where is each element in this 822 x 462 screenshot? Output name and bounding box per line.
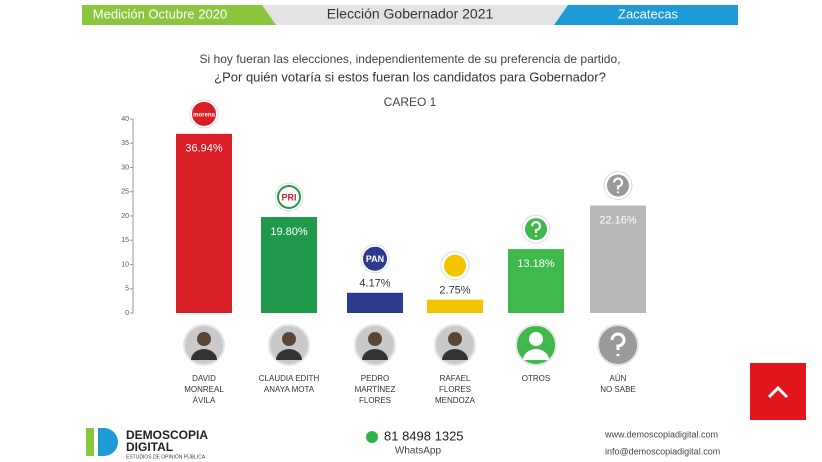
y-tick-label: 10: [121, 261, 129, 268]
y-tick-label: 20: [121, 213, 129, 220]
x-tick-label: CLAUDIA EDITH ANAYA MOTA: [259, 374, 320, 394]
phone: 81 8498 1325: [384, 428, 464, 443]
party-logo-text: PRI: [281, 192, 296, 202]
whatsapp: WhatsApp: [395, 446, 442, 457]
tagline: ESTUDIOS DE OPINIÓN PÚBLICA: [126, 453, 206, 460]
email: info@demoscopiadigital.com: [605, 446, 720, 456]
party-logo-text: PAN: [366, 254, 384, 264]
x-tick-label: DAVID MONREAL ÁVILA: [184, 374, 224, 405]
party-logo-inner: [363, 246, 387, 271]
value-label: 36.94%: [185, 143, 223, 155]
bar: [508, 249, 564, 313]
person-body: [362, 349, 388, 360]
question-icon: [612, 177, 624, 194]
chart-title: CAREO 1: [384, 95, 437, 109]
y-tick-label: 35: [121, 140, 129, 147]
y-tick-label: 40: [121, 116, 129, 123]
party-logo-inner: [277, 184, 301, 209]
brand: DEMOSCOPIA: [126, 428, 208, 442]
bar: [427, 299, 483, 313]
person-head: [529, 332, 543, 346]
party-logo-text: morena: [193, 112, 215, 118]
bar: [261, 216, 317, 313]
value-label: 19.80%: [270, 226, 308, 238]
person-head: [368, 332, 382, 346]
y-tick-label: 15: [121, 237, 129, 244]
y-tick-label: 30: [121, 164, 129, 171]
header-left-bg: [82, 5, 276, 25]
person-head: [448, 332, 462, 346]
person-body: [523, 349, 549, 360]
web: www.demoscopiadigital.com: [604, 429, 718, 439]
header-right: Zacatecas: [618, 6, 678, 21]
person-head: [197, 332, 211, 346]
bar: [176, 133, 232, 313]
subtitle: ¿Por quién votaría si estos fueran los c…: [214, 69, 606, 84]
party-logo-inner: [192, 101, 216, 126]
header-center: Elección Gobernador 2021: [327, 6, 494, 22]
bar: [347, 292, 403, 313]
bar: [590, 205, 646, 313]
y-tick-label: 25: [121, 189, 129, 196]
person-body: [442, 349, 468, 360]
scroll-top-button[interactable]: [750, 363, 806, 420]
party-logo-inner: [444, 254, 466, 277]
header-left: Medición Octubre 2020: [93, 6, 227, 21]
x-tick-label: RAFAEL FLORES MENDOZA: [435, 374, 476, 405]
person-head: [282, 332, 296, 346]
value-label: 22.16%: [599, 214, 637, 226]
subtitle: Si hoy fueran las elecciones, independie…: [200, 52, 621, 66]
question-icon: [610, 332, 626, 356]
brand: DIGITAL: [126, 440, 173, 454]
y-tick-label: 0: [125, 310, 129, 317]
value-label: 4.17%: [359, 278, 390, 290]
y-tick-label: 5: [125, 286, 129, 293]
header-right-bg: [554, 5, 738, 25]
question-icon: [530, 220, 542, 237]
brand-logo: [86, 428, 118, 456]
x-tick-label: PEDRO MARTÍNEZ FLORES: [355, 374, 396, 405]
person-body: [191, 349, 217, 360]
x-tick-label: AÚN NO SABE: [600, 374, 636, 394]
person-body: [276, 349, 302, 360]
value-label: 13.18%: [517, 258, 555, 270]
chart: 0 5 10 15 20 25 30 35 40 36.94% morena DAVID MONREAL…: [121, 99, 646, 405]
value-label: 2.75%: [439, 285, 470, 297]
whatsapp-icon: [366, 431, 378, 443]
x-tick-label: OTROS: [522, 374, 550, 383]
